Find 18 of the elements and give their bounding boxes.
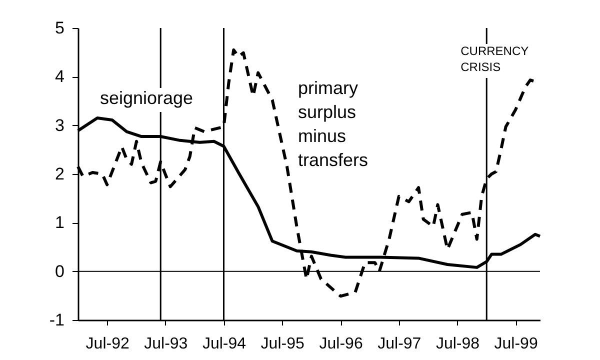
y-tick-label: 0 — [55, 262, 64, 281]
x-tick-label: Jul-97 — [378, 336, 422, 352]
x-tick-label: Jul-95 — [260, 336, 304, 352]
x-tick-label: Jul-98 — [436, 336, 480, 352]
y-tick-label: 3 — [55, 116, 64, 135]
x-tick-label: Jul-93 — [144, 336, 188, 352]
y-tick-label: 4 — [55, 67, 64, 86]
y-tick-label: -1 — [49, 310, 64, 330]
x-tick-label: Jul-92 — [86, 336, 130, 352]
series-label: primary surplus minus transfers — [298, 78, 368, 170]
series-label: seigniorage — [100, 88, 194, 108]
y-tick-label: 1 — [55, 213, 64, 232]
ref-line-label: CURRENCY CRISIS — [460, 44, 529, 74]
x-tick-label: Jul-99 — [494, 336, 538, 352]
y-tick-label: 5 — [55, 18, 64, 38]
x-tick-label: Jul-96 — [319, 336, 363, 352]
y-tick-label: 2 — [55, 164, 64, 184]
x-tick-label: Jul-94 — [202, 336, 246, 352]
